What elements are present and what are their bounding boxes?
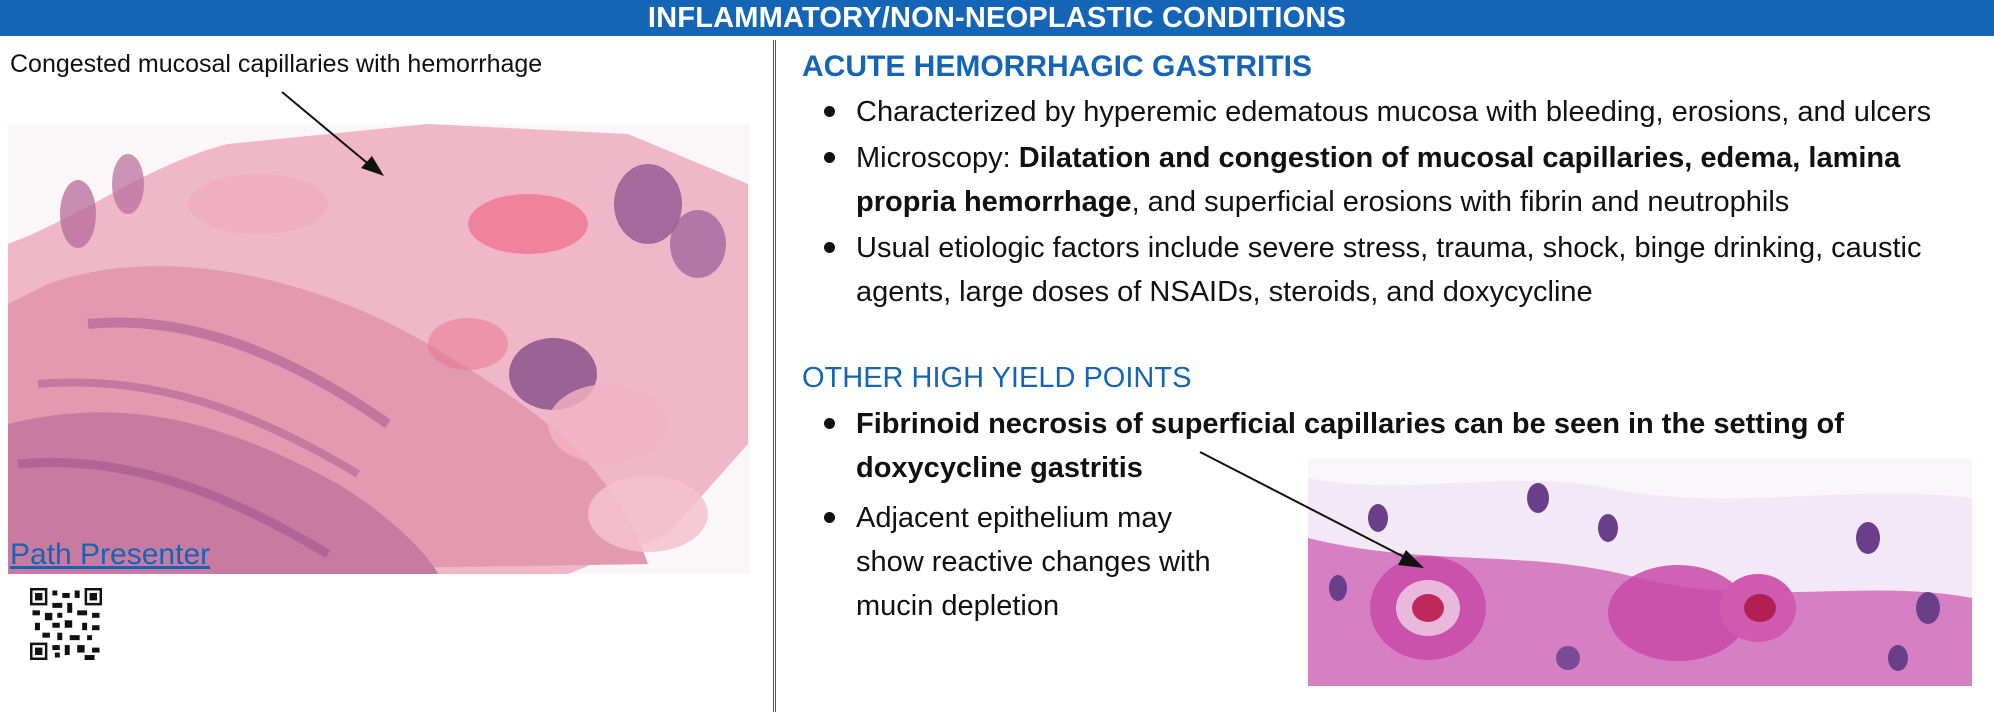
- qr-code-icon[interactable]: [30, 588, 102, 660]
- list-item: Usual etiologic factors include severe s…: [816, 226, 1994, 314]
- left-panel: Congested mucosal capillaries with hemor…: [0, 40, 776, 712]
- path-presenter-link[interactable]: Path Presenter: [10, 538, 211, 571]
- image-caption: Congested mucosal capillaries with hemor…: [10, 50, 543, 78]
- list-item: Adjacent epithelium may show reactive ch…: [816, 496, 1246, 628]
- bullet-text: Usual etiologic factors include severe s…: [856, 232, 1922, 308]
- list-item: Characterized by hyperemic edematous muc…: [816, 90, 1994, 134]
- section-title: ACUTE HEMORRHAGIC GASTRITIS: [802, 50, 1312, 83]
- histology-image-fibrinoid-necrosis: [1308, 458, 1972, 686]
- section-subtitle: OTHER HIGH YIELD POINTS: [802, 362, 1192, 394]
- high-yield-list: Fibrinoid necrosis of superficial capill…: [816, 402, 1994, 492]
- page-header: INFLAMMATORY/NON-NEOPLASTIC CONDITIONS: [0, 0, 1994, 36]
- bullet-bold-text: Fibrinoid necrosis of superficial capill…: [856, 408, 1844, 484]
- high-yield-list-2: Adjacent epithelium may show reactive ch…: [816, 496, 1246, 630]
- page-title: INFLAMMATORY/NON-NEOPLASTIC CONDITIONS: [647, 2, 1347, 34]
- bullet-text: , and superficial erosions with fibrin a…: [1131, 186, 1790, 218]
- bullet-text: Characterized by hyperemic edematous muc…: [856, 96, 1932, 128]
- histology-image-hemorrhage: [8, 124, 750, 574]
- bullet-prefix: Microscopy:: [856, 142, 1019, 174]
- list-item: Microscopy: Dilatation and congestion of…: [816, 136, 1994, 224]
- right-panel: ACUTE HEMORRHAGIC GASTRITIS Characterize…: [780, 40, 1994, 712]
- bullet-text: Adjacent epithelium may show reactive ch…: [856, 502, 1211, 622]
- bullet-list: Characterized by hyperemic edematous muc…: [816, 90, 1994, 316]
- list-item: Fibrinoid necrosis of superficial capill…: [816, 402, 1994, 490]
- bullet-bold-text: Dilatation and congestion of mucosal cap…: [856, 142, 1901, 218]
